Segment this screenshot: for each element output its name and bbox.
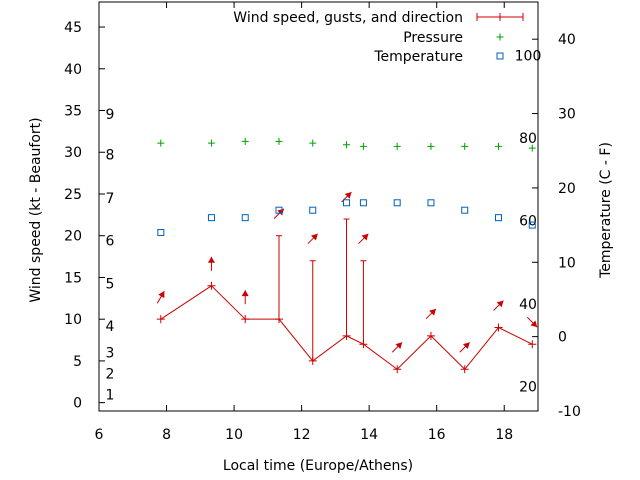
- y2-tick-label: 0: [558, 330, 567, 346]
- wind-direction-arrowhead: [530, 320, 538, 328]
- wind-direction-arrowhead: [462, 342, 470, 350]
- plot-frame: [98, 1, 539, 412]
- temperature-point: [461, 206, 469, 214]
- y-tick-label: 25: [64, 187, 82, 203]
- fahrenheit-label: 100: [515, 49, 542, 65]
- pressure-point: [359, 142, 367, 150]
- temperature-point: [309, 206, 317, 214]
- y-tick-label: 15: [64, 270, 82, 286]
- y-tick-label: 10: [64, 312, 82, 328]
- legend-label-temperature: Temperature: [373, 49, 463, 65]
- temperature-point: [343, 199, 351, 207]
- wind-speed-line: [160, 285, 533, 371]
- y-tick-label: 45: [64, 20, 82, 36]
- legend-swatch-temperature: [496, 52, 504, 60]
- wind-speed-point: [393, 365, 402, 374]
- beaufort-label: 7: [106, 191, 115, 207]
- temperature-point: [157, 229, 165, 237]
- x-tick-label: 10: [225, 427, 243, 443]
- y2-tick-label: 20: [558, 181, 576, 197]
- wind-direction-arrowhead: [344, 192, 352, 199]
- x-tick-label: 6: [95, 427, 104, 443]
- pressure-point: [461, 142, 469, 150]
- legend-swatch-pressure: [496, 33, 504, 41]
- y-tick-label: 0: [73, 396, 82, 412]
- wind-speed-point: [528, 340, 537, 349]
- temperature-point: [494, 214, 502, 222]
- temperature-point: [241, 214, 249, 222]
- wind-speed-point: [426, 331, 435, 340]
- pressure-point: [427, 142, 435, 150]
- wind-direction-arrowhead: [158, 291, 165, 299]
- x-axis-label: Local time (Europe/Athens): [223, 458, 413, 474]
- wind-speed-point: [241, 315, 250, 324]
- fahrenheit-label: 80: [519, 131, 537, 147]
- beaufort-label: 4: [106, 319, 115, 335]
- y2-tick-label: 10: [558, 255, 576, 271]
- x-tick-label: 14: [360, 427, 378, 443]
- y2-tick-label: 40: [558, 32, 576, 48]
- pressure-point: [494, 142, 502, 150]
- temperature-point: [427, 199, 435, 207]
- pressure-point: [309, 139, 317, 147]
- fahrenheit-label: 60: [519, 214, 537, 230]
- wind-direction-arrowhead: [361, 233, 369, 241]
- temperature-point: [275, 206, 283, 214]
- fahrenheit-label: 40: [519, 297, 537, 313]
- wind-direction-arrowhead: [241, 290, 249, 297]
- beaufort-label: 3: [106, 346, 115, 362]
- pressure-point: [393, 142, 401, 150]
- x-tick-label: 8: [162, 427, 171, 443]
- wind-speed-point: [494, 323, 503, 332]
- legend: Wind speed, gusts, and direction Pressure…: [233, 10, 524, 65]
- legend-label-pressure: Pressure: [403, 30, 463, 46]
- wind-direction-arrowhead: [207, 256, 215, 263]
- temperature-point: [528, 221, 536, 229]
- temperature-point: [207, 214, 215, 222]
- beaufort-label: 8: [106, 148, 115, 164]
- y-tick-label: 40: [64, 62, 82, 78]
- y-tick-label: 35: [64, 104, 82, 120]
- pressure-point: [275, 137, 283, 145]
- wind-direction-arrowhead: [496, 300, 504, 308]
- y2-axis-label: Temperature (C - F): [598, 142, 614, 279]
- wind-direction-arrowhead: [429, 308, 436, 316]
- beaufort-label: 6: [106, 234, 115, 250]
- legend-label-wind: Wind speed, gusts, and direction: [233, 10, 463, 26]
- pressure-point: [207, 139, 215, 147]
- temperature-point: [393, 199, 401, 207]
- data-layer: [156, 137, 538, 374]
- beaufort-label: 1: [106, 387, 115, 403]
- axes-layer: 6 8 10 12 14 16 18051015202530354045-100102030…: [64, 1, 581, 443]
- wind-speed-point: [460, 365, 469, 374]
- pressure-point: [528, 144, 536, 152]
- x-tick-label: 12: [293, 427, 311, 443]
- y-tick-label: 30: [64, 145, 82, 161]
- wind-direction-arrowhead: [395, 342, 403, 350]
- y2-tick-label: 30: [558, 107, 576, 123]
- temperature-point: [359, 199, 367, 207]
- y-tick-label: 20: [64, 229, 82, 245]
- pressure-point: [157, 139, 165, 147]
- y-tick-label: 5: [73, 354, 82, 370]
- wind-direction-arrowhead: [310, 233, 318, 241]
- beaufort-label: 2: [106, 366, 115, 382]
- pressure-point: [241, 137, 249, 145]
- y2-tick-label: -10: [558, 404, 581, 420]
- y-axis-label: Wind speed (kt - Beaufort): [28, 117, 44, 302]
- wind-speed-point: [156, 315, 165, 324]
- beaufort-label: 5: [106, 276, 115, 292]
- wind-speed-point: [207, 281, 216, 290]
- x-tick-label: 18: [495, 427, 513, 443]
- legend-swatch-wind-marker: [496, 13, 504, 21]
- fahrenheit-label: 20: [519, 379, 537, 395]
- x-tick-label: 16: [428, 427, 446, 443]
- beaufort-label: 9: [106, 107, 115, 123]
- pressure-point: [343, 141, 351, 149]
